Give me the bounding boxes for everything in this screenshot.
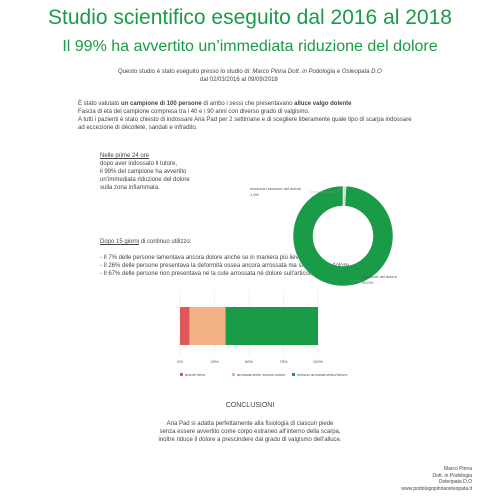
signature: Marco Pinna Dott. in Podologia Osteopata… bbox=[401, 466, 472, 492]
text-bold: alluce valgo dolente bbox=[294, 101, 352, 107]
line: senza essere avvertito come corpo estran… bbox=[159, 429, 341, 435]
method-p3: A tutti i pazienti è stato chiesto di in… bbox=[78, 117, 412, 131]
x-tick-label: 50% bbox=[245, 359, 253, 364]
bar-segment bbox=[180, 307, 190, 345]
donut-slice bbox=[292, 185, 394, 287]
intro-author: Marco Pinna Dott. in Podologia e Osteopa… bbox=[252, 69, 382, 75]
line: Aria Pad si adatta perfettamente alla fi… bbox=[166, 421, 334, 427]
line: - Il 7% delle persone lamentava ancora d… bbox=[100, 255, 304, 261]
legend-label: arrossamento senza dolore bbox=[237, 372, 286, 377]
title: Studio scientifico eseguito dal 2016 al … bbox=[48, 6, 452, 29]
section2-heading: Dopo 15 giorni di continuo utilizzo: bbox=[100, 238, 191, 246]
x-tick-label: 25% bbox=[210, 359, 218, 364]
line: inoltre riduce il dolore a prescindere d… bbox=[158, 437, 342, 443]
legend-label: nessun arrossamento/dolore bbox=[297, 372, 348, 377]
text-bold: un campione di 100 persone bbox=[121, 101, 202, 107]
heading-rest: di continuo utilizzo: bbox=[139, 239, 192, 245]
heading: Nelle prime 24 ore bbox=[100, 153, 150, 159]
text: È stato valutato bbox=[78, 101, 122, 107]
slice-label: nessuna riduzione del dolore bbox=[250, 186, 302, 191]
line: - Il 67% delle persone non presentava né… bbox=[100, 271, 330, 277]
line: sulla zona infiammata. bbox=[100, 185, 160, 191]
subtitle: Il 99% ha avvertito un’immediata riduzio… bbox=[62, 38, 438, 55]
intro: Questo studio è stato eseguito presso lo… bbox=[118, 68, 382, 76]
heading: Dopo 15 giorni bbox=[100, 239, 140, 245]
line: il 99% del campione ha avvertito bbox=[100, 169, 187, 175]
legend-label: dolore lieve bbox=[185, 372, 206, 377]
slice-value: 99,0% bbox=[362, 280, 374, 285]
leader-line bbox=[310, 185, 343, 193]
legend-swatch bbox=[180, 373, 183, 376]
x-tick-label: 0% bbox=[177, 359, 183, 364]
line: Marco Pinna bbox=[443, 466, 472, 472]
line: Dott. in Podologia bbox=[432, 472, 472, 479]
x-tick-label: 75% bbox=[279, 359, 287, 364]
line: dopo aver indossato il tutore, bbox=[100, 161, 178, 167]
line: un’immediata riduzione del dolore bbox=[100, 177, 190, 183]
section1-heading: Nelle prime 24 ore bbox=[100, 152, 149, 160]
intro-lead: Questo studio è stato eseguito presso lo… bbox=[118, 69, 251, 75]
conclusion-heading: CONCLUSIONI bbox=[225, 402, 275, 409]
slice-label: riduzione del dolore bbox=[362, 274, 398, 279]
section2-text: - Il 7% delle persone lamentava ancora d… bbox=[100, 254, 350, 278]
legend-swatch bbox=[292, 373, 295, 376]
intro-dates: dal 02/03/2016 al 09/09/2018 bbox=[200, 77, 278, 83]
conclusion-text: Aria Pad si adatta perfettamente alla fi… bbox=[0, 420, 500, 444]
text: di ambo i sessi che presentavano bbox=[201, 101, 295, 107]
bar-segment bbox=[225, 307, 318, 345]
method-p2: Fascia di età del campione compresa tra … bbox=[78, 109, 310, 115]
bar-segment bbox=[189, 307, 226, 345]
line: Osteopata D.O bbox=[438, 479, 472, 485]
method-p1: È stato valutato un campione di 100 pers… bbox=[78, 100, 351, 108]
section1-text: dopo aver indossato il tutore, il 99% de… bbox=[100, 160, 190, 192]
x-tick-label: 100% bbox=[313, 359, 324, 364]
line: www.podologopinnaosteopata.it bbox=[401, 485, 472, 492]
legend-swatch bbox=[232, 373, 235, 376]
slice-value: 1,0% bbox=[250, 192, 260, 197]
line: - Il 26% delle persone presentava la def… bbox=[100, 263, 351, 269]
